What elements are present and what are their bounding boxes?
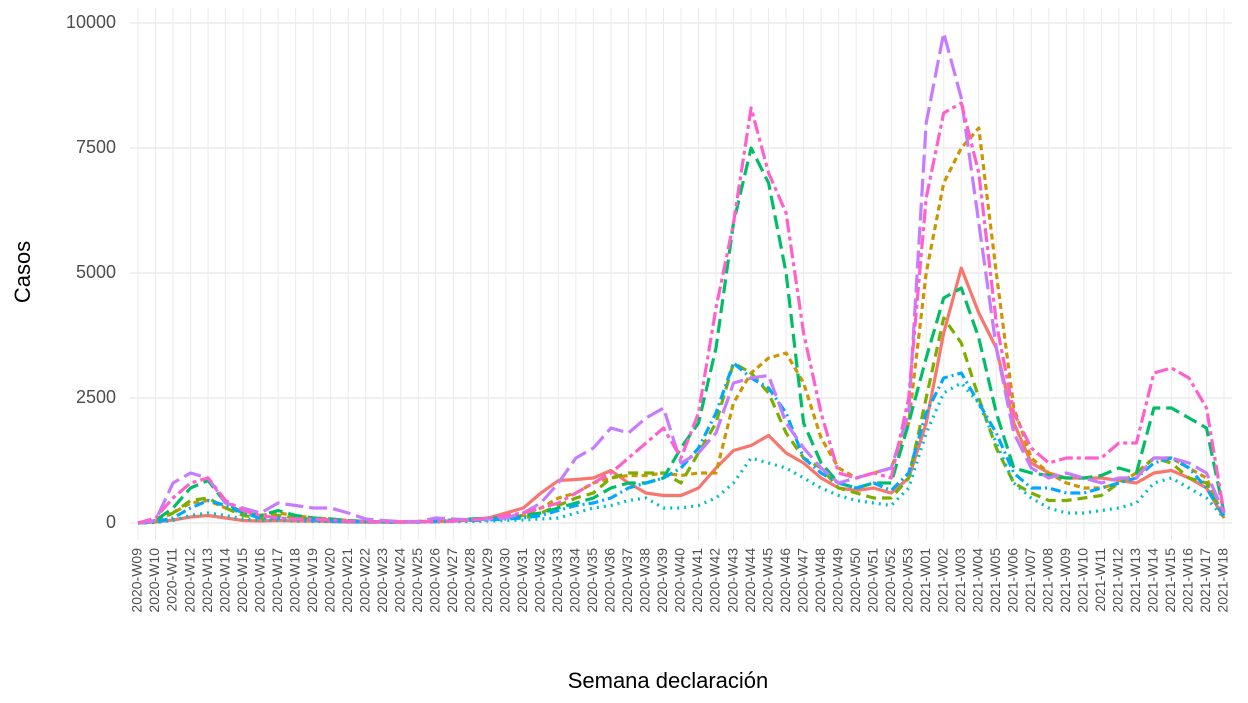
x-tick-label: 2021-W08 [1040, 548, 1056, 613]
x-tick-label: 2020-W24 [391, 548, 407, 613]
x-tick-label: 2021-W14 [1145, 548, 1161, 613]
x-tick-label: 2020-W22 [356, 548, 372, 613]
x-tick-label: 2020-W28 [462, 548, 478, 613]
x-tick-label: 2021-W05 [987, 548, 1003, 613]
x-tick-label: 2020-W33 [549, 548, 565, 613]
x-tick-label: 2021-W07 [1022, 548, 1038, 613]
x-tick-label: 2020-W49 [829, 548, 845, 613]
series-line [137, 31, 1226, 525]
y-axis-title: Casos [10, 241, 35, 303]
x-tick-label: 2020-W09 [129, 548, 145, 613]
x-tick-label: 2021-W04 [969, 548, 985, 613]
x-tick-label: 2021-W03 [952, 548, 968, 613]
x-tick-label: 2020-W20 [321, 548, 337, 613]
x-tick-label: 2020-W44 [742, 548, 758, 613]
x-tick-label: 2020-W29 [479, 548, 495, 613]
x-tick-label: 2021-W02 [934, 548, 950, 613]
x-tick-label: 2020-W40 [672, 548, 688, 613]
x-tick-label: 2020-W32 [532, 548, 548, 613]
series-line [137, 126, 1226, 525]
y-tick-label: 0 [106, 512, 116, 532]
x-tick-label: 2020-W21 [339, 548, 355, 613]
series-line [137, 101, 1226, 525]
x-tick-label: 2020-W18 [286, 548, 302, 613]
x-tick-label: 2020-W45 [759, 548, 775, 613]
x-tick-label: 2020-W35 [584, 548, 600, 613]
x-tick-label: 2021-W01 [917, 548, 933, 613]
y-tick-label: 7500 [76, 137, 116, 157]
x-tick-label: 2021-W11 [1092, 548, 1108, 612]
x-tick-label: 2020-W11 [164, 548, 180, 612]
x-tick-label: 2020-W31 [514, 548, 530, 613]
x-tick-label: 2021-W16 [1180, 548, 1196, 613]
x-tick-label: 2020-W50 [847, 548, 863, 613]
y-tick-label: 2500 [76, 387, 116, 407]
x-tick-label: 2021-W15 [1162, 548, 1178, 613]
x-tick-label: 2020-W46 [777, 548, 793, 613]
x-tick-label: 2020-W30 [497, 548, 513, 613]
x-tick-label: 2020-W16 [251, 548, 267, 613]
x-tick-label: 2020-W13 [199, 548, 215, 613]
x-tick-label: 2020-W12 [181, 548, 197, 613]
x-tick-label: 2020-W51 [864, 548, 880, 613]
x-tick-label: 2020-W15 [234, 548, 250, 613]
x-tick-label: 2021-W13 [1127, 548, 1143, 613]
x-tick-label: 2020-W10 [146, 548, 162, 613]
x-tick-label: 2021-W18 [1215, 548, 1231, 613]
x-tick-label: 2020-W41 [689, 548, 705, 613]
x-tick-label: 2020-W19 [304, 548, 320, 613]
x-tick-label: 2020-W34 [567, 548, 583, 613]
x-tick-label: 2020-W27 [444, 548, 460, 613]
x-tick-label: 2020-W17 [269, 548, 285, 613]
x-tick-label: 2020-W52 [882, 548, 898, 613]
x-tick-label: 2021-W06 [1005, 548, 1021, 613]
y-tick-label: 10000 [66, 12, 116, 32]
x-tick-label: 2020-W42 [707, 548, 723, 613]
x-tick-label: 2020-W38 [637, 548, 653, 613]
x-tick-label: 2020-W37 [619, 548, 635, 613]
x-tick-label: 2020-W48 [812, 548, 828, 613]
x-tick-label: 2020-W14 [216, 548, 232, 613]
x-tick-label: 2020-W23 [374, 548, 390, 613]
x-tick-label: 2020-W47 [794, 548, 810, 613]
x-tick-label: 2021-W12 [1110, 548, 1126, 613]
x-tick-label: 2020-W43 [724, 548, 740, 613]
x-tick-label: 2020-W26 [426, 548, 442, 613]
y-tick-label: 5000 [76, 262, 116, 282]
x-axis-title: Semana declaración [568, 668, 769, 693]
x-tick-label: 2020-W53 [899, 548, 915, 613]
x-tick-label: 2020-W36 [602, 548, 618, 613]
x-tick-label: 2021-W10 [1075, 548, 1091, 613]
x-tick-label: 2021-W09 [1057, 548, 1073, 613]
x-tick-label: 2020-W25 [409, 548, 425, 613]
x-tick-label: 2021-W17 [1197, 548, 1213, 613]
x-tick-label: 2020-W39 [654, 548, 670, 613]
